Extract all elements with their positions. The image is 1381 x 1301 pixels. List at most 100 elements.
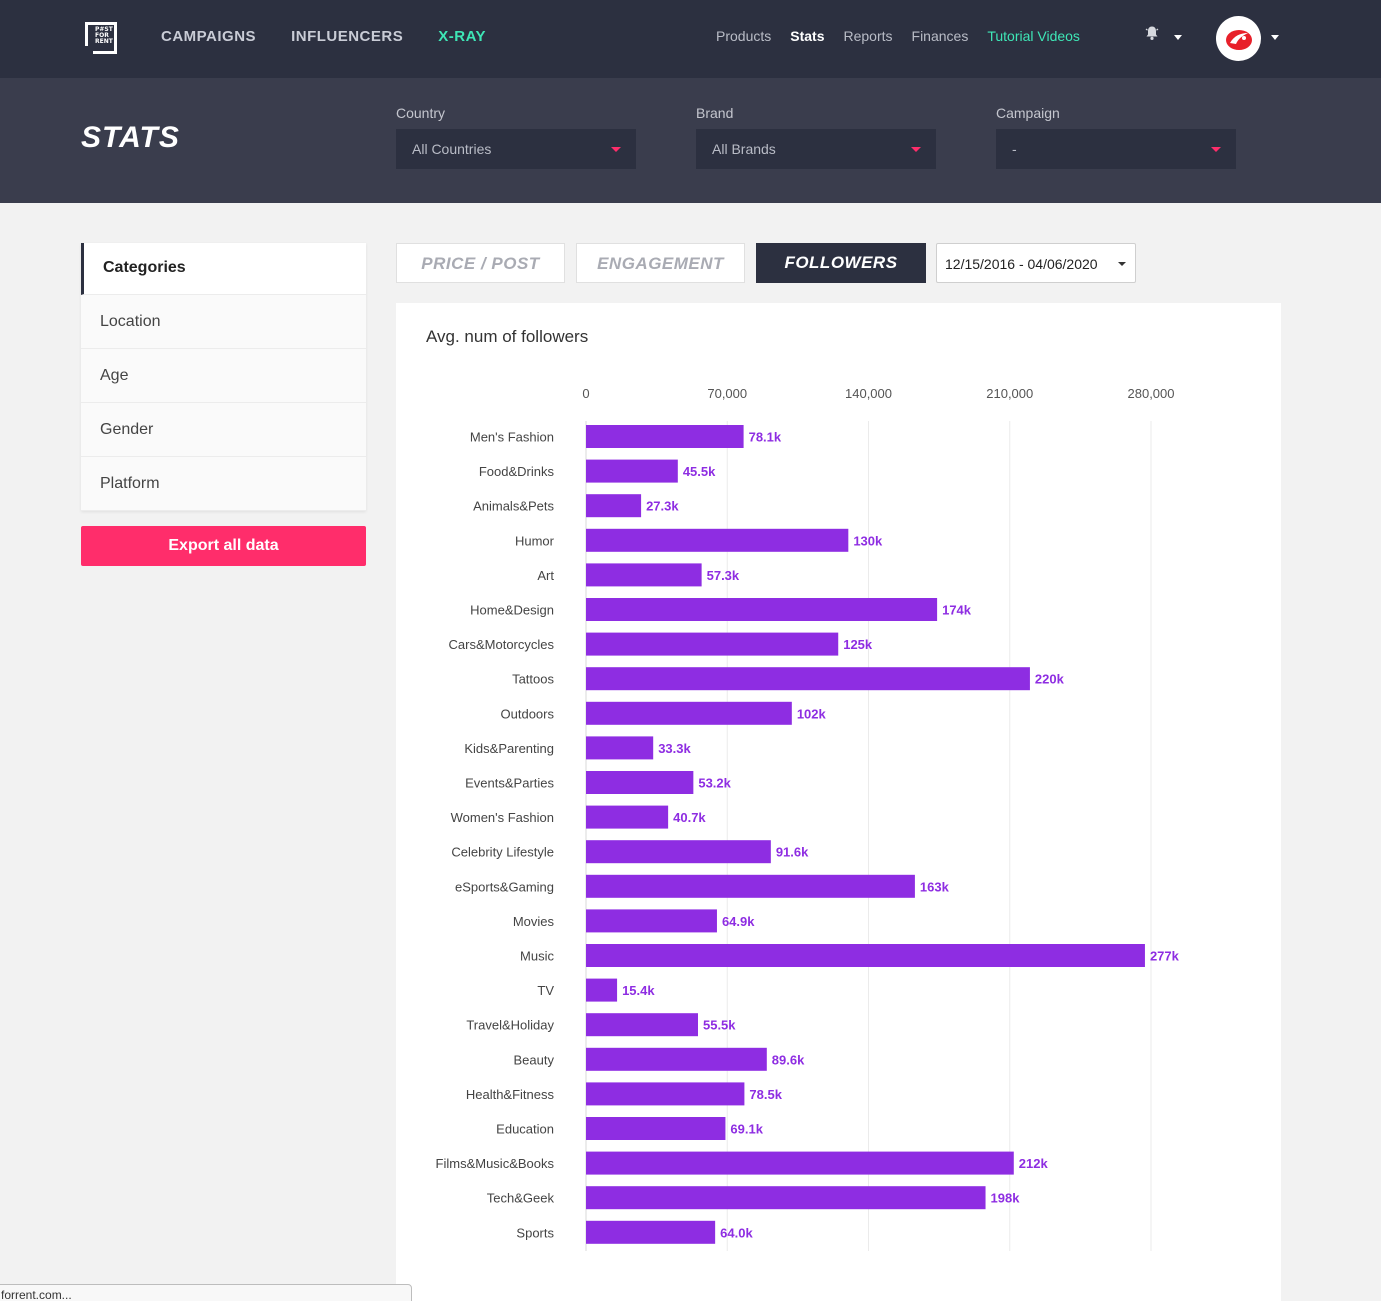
tab-engagement[interactable]: ENGAGEMENT xyxy=(576,243,745,283)
bar xyxy=(586,1013,698,1037)
bar xyxy=(586,771,694,794)
bar xyxy=(586,459,678,483)
chevron-down-icon xyxy=(911,147,921,152)
tab-followers[interactable]: FOLLOWERS xyxy=(756,243,926,283)
category-label: Men's Fashion xyxy=(470,430,554,445)
bar xyxy=(586,425,744,448)
bar xyxy=(586,978,618,1002)
bar xyxy=(586,909,717,933)
bar xyxy=(586,1117,726,1140)
sidebar-item-categories[interactable]: Categories xyxy=(81,243,366,295)
bar-value-label: 125k xyxy=(843,637,873,652)
bar-value-label: 15.4k xyxy=(622,983,655,998)
category-label: Tattoos xyxy=(512,672,554,687)
bar xyxy=(586,1220,716,1244)
bar-value-label: 64.9k xyxy=(722,914,755,929)
bar xyxy=(586,944,1145,967)
bar xyxy=(586,736,654,760)
sidebar-item-platform[interactable]: Platform xyxy=(81,457,366,511)
nav-finances[interactable]: Finances xyxy=(911,28,969,44)
bar xyxy=(586,667,1030,691)
bar-value-label: 174k xyxy=(942,603,972,618)
sidebar-item-location[interactable]: Location xyxy=(81,295,366,349)
bar-value-label: 33.3k xyxy=(658,741,691,756)
bar-value-label: 64.0k xyxy=(720,1225,753,1240)
export-all-data-button[interactable]: Export all data xyxy=(81,526,366,566)
chevron-down-icon xyxy=(1211,147,1221,152)
bar-value-label: 212k xyxy=(1019,1156,1049,1171)
date-range-value: 12/15/2016 - 04/06/2020 xyxy=(945,256,1098,272)
bar-value-label: 220k xyxy=(1035,672,1065,687)
chart-panel: Avg. num of followers 0 70,000 140,000 210,… xyxy=(396,303,1281,1301)
bar-value-label: 198k xyxy=(991,1191,1021,1206)
top-navbar: P#ST FOR RENT CAMPAIGNS INFLUENCERS X-RAY … xyxy=(0,0,1381,78)
nav-x-ray[interactable]: X-RAY xyxy=(438,28,487,45)
x-tick-label: 0 xyxy=(582,386,589,401)
country-select[interactable]: All Countries xyxy=(396,129,636,169)
bar-value-label: 55.5k xyxy=(703,1018,736,1033)
bar-value-label: 53.2k xyxy=(698,776,731,791)
bar xyxy=(586,1082,745,1106)
category-label: Education xyxy=(496,1122,554,1137)
nav-reports[interactable]: Reports xyxy=(843,28,893,44)
x-tick-label: 70,000 xyxy=(707,386,747,401)
bar xyxy=(586,632,839,656)
sidebar-item-age[interactable]: Age xyxy=(81,349,366,403)
bar xyxy=(586,874,915,898)
category-label: Celebrity Lifestyle xyxy=(451,845,554,860)
notifications-chevron-down-icon[interactable] xyxy=(1174,35,1182,40)
followers-bar-chart: 0 70,000 140,000 210,000 280,000 Men's Fashio… xyxy=(436,386,1180,1251)
avatar[interactable] xyxy=(1216,16,1261,61)
bar-value-label: 130k xyxy=(853,533,883,548)
category-label: Home&Design xyxy=(470,603,554,618)
bar-value-label: 45.5k xyxy=(683,464,716,479)
bar-value-label: 89.6k xyxy=(772,1052,805,1067)
category-label: Humor xyxy=(515,533,555,548)
bar xyxy=(586,598,938,621)
bar-value-label: 102k xyxy=(797,706,827,721)
chart-title: Avg. num of followers xyxy=(426,327,589,346)
bar xyxy=(586,701,792,725)
profile-chevron-down-icon[interactable] xyxy=(1271,35,1279,40)
bar xyxy=(586,1047,767,1071)
nav-products[interactable]: Products xyxy=(716,28,772,44)
page-title: STATS xyxy=(81,121,180,154)
brand-logo-icon xyxy=(1226,30,1252,50)
status-url-bubble: forrent.com... xyxy=(0,1284,412,1301)
brand-filter-label: Brand xyxy=(696,105,734,121)
post-for-rent-logo[interactable]: P#ST FOR RENT xyxy=(85,22,117,54)
x-tick-label: 210,000 xyxy=(986,386,1033,401)
date-range-picker[interactable]: 12/15/2016 - 04/06/2020 xyxy=(936,243,1136,283)
bar xyxy=(586,840,771,864)
bar-value-label: 277k xyxy=(1150,949,1180,964)
x-tick-label: 140,000 xyxy=(845,386,892,401)
nav-campaigns[interactable]: CAMPAIGNS xyxy=(161,28,257,45)
bar xyxy=(586,563,702,587)
bar-value-label: 57.3k xyxy=(707,568,740,583)
bell-icon[interactable] xyxy=(1144,25,1160,41)
bar xyxy=(586,1186,986,1210)
bar-value-label: 27.3k xyxy=(646,499,679,514)
category-label: Cars&Motorcycles xyxy=(449,637,555,652)
bar-value-label: 91.6k xyxy=(776,845,809,860)
bar xyxy=(586,1151,1014,1175)
category-label: Travel&Holiday xyxy=(466,1018,554,1033)
bar-value-label: 69.1k xyxy=(730,1122,763,1137)
chevron-down-icon xyxy=(611,147,621,152)
category-label: Art xyxy=(537,568,554,583)
category-label: Events&Parties xyxy=(465,776,554,791)
brand-select-value: All Brands xyxy=(712,141,776,157)
campaign-select[interactable]: - xyxy=(996,129,1236,169)
category-label: Sports xyxy=(516,1225,554,1240)
nav-tutorial-videos[interactable]: Tutorial Videos xyxy=(987,28,1080,44)
category-label: Movies xyxy=(513,914,555,929)
category-label: Food&Drinks xyxy=(479,464,555,479)
category-label: Music xyxy=(520,949,554,964)
tab-price-post[interactable]: PRICE / POST xyxy=(396,243,565,283)
nav-stats[interactable]: Stats xyxy=(790,28,825,44)
bar-value-label: 78.1k xyxy=(749,430,782,445)
bar-value-label: 40.7k xyxy=(673,810,706,825)
brand-select[interactable]: All Brands xyxy=(696,129,936,169)
nav-influencers[interactable]: INFLUENCERS xyxy=(291,28,404,45)
sidebar-item-gender[interactable]: Gender xyxy=(81,403,366,457)
